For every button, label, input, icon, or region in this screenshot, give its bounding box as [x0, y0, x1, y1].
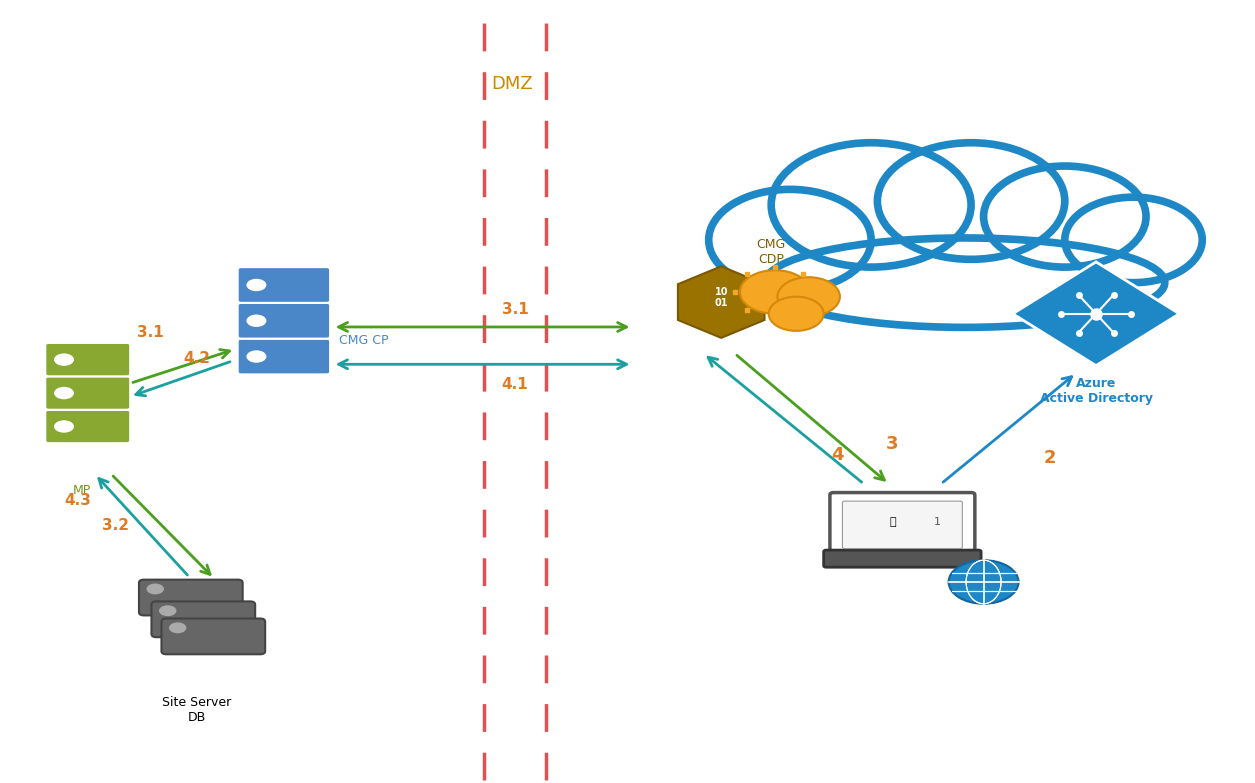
Polygon shape: [678, 266, 764, 337]
Text: 📊: 📊: [889, 517, 896, 527]
Circle shape: [159, 605, 177, 616]
Text: 10
01: 10 01: [714, 287, 728, 309]
Text: 3.2: 3.2: [102, 518, 129, 532]
Circle shape: [709, 189, 871, 290]
FancyBboxPatch shape: [45, 410, 131, 443]
FancyBboxPatch shape: [162, 619, 265, 655]
Circle shape: [740, 270, 809, 314]
Text: CMG
CDP: CMG CDP: [757, 237, 786, 265]
Text: 4: 4: [831, 446, 843, 464]
Circle shape: [246, 350, 266, 363]
Circle shape: [949, 560, 1019, 604]
Circle shape: [768, 297, 823, 331]
FancyBboxPatch shape: [823, 550, 981, 567]
FancyBboxPatch shape: [152, 601, 255, 637]
FancyBboxPatch shape: [842, 501, 963, 549]
Circle shape: [246, 315, 266, 327]
Circle shape: [54, 420, 74, 433]
Circle shape: [54, 387, 74, 399]
Circle shape: [147, 583, 164, 594]
Text: Site Server
DB: Site Server DB: [162, 696, 231, 724]
Circle shape: [777, 277, 840, 316]
Circle shape: [1064, 197, 1202, 283]
FancyBboxPatch shape: [45, 377, 131, 410]
Text: 3: 3: [886, 435, 899, 453]
Circle shape: [771, 143, 971, 267]
Text: 2: 2: [1044, 449, 1055, 467]
Polygon shape: [1013, 262, 1180, 366]
FancyBboxPatch shape: [830, 493, 975, 556]
Circle shape: [169, 622, 187, 633]
Circle shape: [246, 279, 266, 291]
Circle shape: [984, 166, 1146, 267]
FancyBboxPatch shape: [139, 579, 242, 615]
Text: 3.1: 3.1: [137, 325, 163, 340]
Text: 4.2: 4.2: [183, 351, 210, 366]
FancyBboxPatch shape: [237, 303, 330, 338]
Text: 3.1: 3.1: [502, 302, 528, 317]
Circle shape: [54, 353, 74, 366]
Text: MP: MP: [73, 484, 90, 496]
Circle shape: [877, 143, 1064, 259]
Text: 4.3: 4.3: [64, 493, 92, 508]
Text: CMG CP: CMG CP: [339, 334, 388, 348]
Ellipse shape: [766, 238, 1165, 327]
Text: 1: 1: [934, 517, 941, 527]
FancyBboxPatch shape: [45, 343, 131, 377]
Text: 4.1: 4.1: [502, 377, 528, 392]
Text: DMZ: DMZ: [492, 75, 533, 93]
FancyBboxPatch shape: [237, 338, 330, 374]
Text: Azure
Active Directory: Azure Active Directory: [1039, 377, 1152, 406]
FancyBboxPatch shape: [237, 267, 330, 303]
